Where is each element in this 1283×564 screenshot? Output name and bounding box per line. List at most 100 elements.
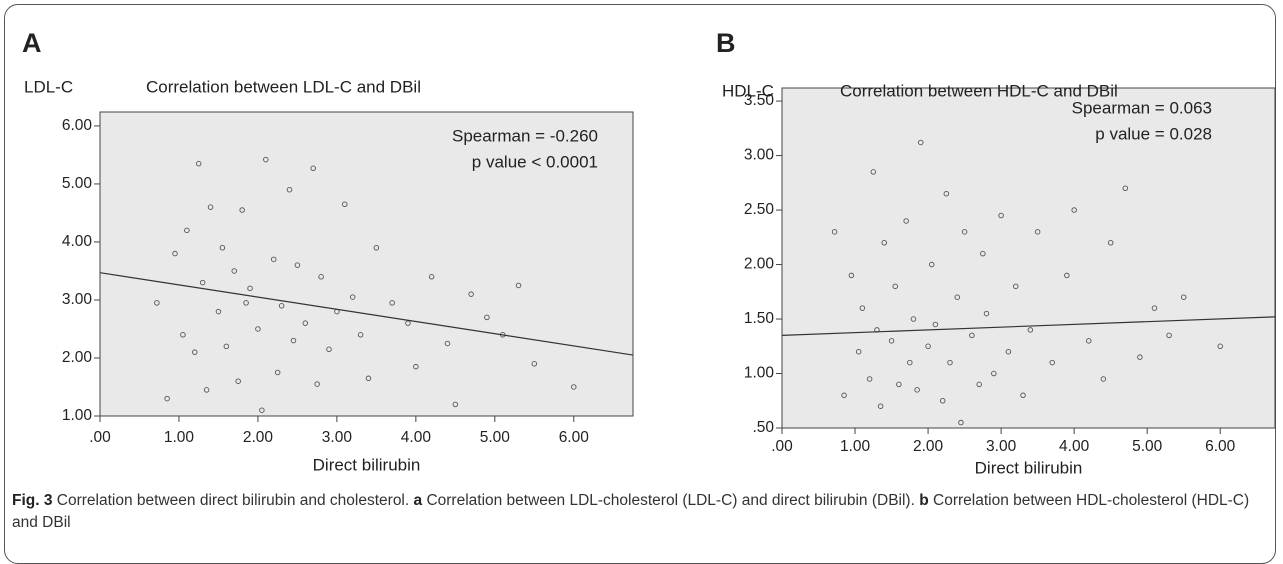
data-point: [943, 190, 950, 197]
data-point: [302, 320, 309, 326]
caption-a-text: Correlation between LDL-cholesterol (LDL…: [426, 492, 915, 509]
data-point: [365, 375, 372, 382]
data-point: [515, 282, 522, 289]
data-point: [294, 262, 301, 268]
caption-text: Correlation between direct bilirubin and…: [56, 492, 410, 509]
data-point: [892, 283, 898, 290]
data-point: [1020, 392, 1026, 399]
y-tick-label: 1.00: [744, 365, 775, 382]
data-point: [192, 349, 198, 355]
fit-line: [99, 272, 634, 356]
caption: Fig. 3 Correlation between direct biliru…: [12, 490, 1274, 534]
data-point: [154, 300, 160, 306]
data-point: [571, 384, 577, 390]
data-point: [1217, 343, 1223, 350]
data-point: [1034, 229, 1041, 235]
data-point: [1151, 305, 1158, 311]
data-point: [180, 332, 186, 338]
data-point: [1137, 354, 1143, 360]
data-point: [976, 381, 982, 388]
data-point: [195, 160, 202, 167]
data-point: [172, 250, 178, 257]
data-point: [349, 294, 356, 300]
data-point: [290, 337, 297, 344]
data-point: [1107, 239, 1114, 246]
data-point: [958, 419, 964, 426]
x-tick-label: 1.00: [840, 438, 871, 455]
data-point: [270, 256, 277, 263]
data-point: [1180, 294, 1187, 300]
data-point: [199, 279, 206, 286]
data-point: [278, 303, 285, 309]
data-point: [342, 201, 348, 207]
annotation: Spearman = -0.260: [452, 126, 598, 145]
plot-area: [99, 111, 634, 417]
x-tick-label: 2.00: [913, 438, 944, 455]
y-axis-label: HDL-C: [722, 81, 774, 100]
data-point: [223, 343, 230, 350]
data-point: [468, 291, 474, 297]
y-tick-label: 2.00: [744, 256, 775, 273]
data-point: [389, 300, 395, 306]
data-point: [164, 395, 170, 402]
data-point: [1049, 359, 1055, 366]
chart: A LDL-C Correlation between LDL-C and DBil…: [22, 28, 1276, 477]
annotation: p value < 0.0001: [472, 152, 598, 171]
data-point: [428, 274, 435, 280]
data-point: [910, 316, 917, 322]
data-point: [259, 407, 265, 413]
data-point: [1166, 332, 1172, 339]
data-point: [1064, 272, 1070, 279]
data-point: [531, 361, 538, 367]
data-point: [1122, 185, 1129, 192]
y-tick-label: 1.50: [744, 310, 775, 327]
data-point: [314, 381, 320, 387]
data-point: [274, 369, 281, 376]
x-tick-label: 6.00: [559, 429, 590, 446]
data-point: [903, 218, 909, 224]
y-tick-label: 6.00: [62, 117, 93, 134]
data-point: [969, 332, 975, 339]
data-point: [859, 305, 866, 311]
page: {"chart_data": [ {"type": "scatter", "pa…: [4, 4, 1276, 564]
data-point: [954, 294, 961, 300]
data-point: [866, 376, 873, 382]
data-point: [841, 392, 847, 399]
data-point: [231, 268, 237, 274]
panel-letter: A: [22, 28, 42, 58]
x-tick-label: .00: [89, 429, 111, 446]
data-point: [888, 338, 895, 344]
data-point: [855, 348, 862, 355]
data-point: [1071, 207, 1077, 213]
y-axis-label: LDL-C: [24, 77, 73, 96]
data-point: [444, 340, 451, 347]
x-tick-label: 3.00: [986, 438, 1017, 455]
data-point: [452, 401, 459, 408]
data-point: [203, 387, 210, 393]
x-axis-label: Direct bilirubin: [313, 455, 421, 474]
data-point: [998, 212, 1004, 219]
data-point: [235, 378, 241, 384]
x-axis-label: Direct bilirubin: [975, 458, 1083, 477]
chart-title: Correlation between LDL-C and DBil: [146, 77, 421, 96]
x-tick-label: 4.00: [401, 429, 432, 446]
data-point: [896, 381, 902, 388]
data-point: [310, 165, 316, 172]
x-tick-label: .00: [771, 438, 793, 455]
data-point: [1027, 327, 1034, 333]
data-point: [1005, 348, 1012, 355]
x-tick-label: 1.00: [164, 429, 195, 446]
data-point: [939, 398, 946, 404]
data-point: [980, 250, 986, 257]
x-tick-label: 3.00: [322, 429, 353, 446]
x-tick-label: 5.00: [1132, 438, 1163, 455]
chart-title: Correlation between HDL-C and DBil: [840, 81, 1118, 100]
data-point: [286, 186, 293, 193]
annotation: Spearman = 0.063: [1072, 98, 1212, 117]
data-point: [983, 310, 990, 317]
data-point: [877, 403, 884, 409]
data-point: [870, 169, 877, 175]
data-point: [318, 274, 324, 280]
caption-label: Fig. 3: [12, 492, 53, 509]
data-point: [484, 314, 490, 321]
